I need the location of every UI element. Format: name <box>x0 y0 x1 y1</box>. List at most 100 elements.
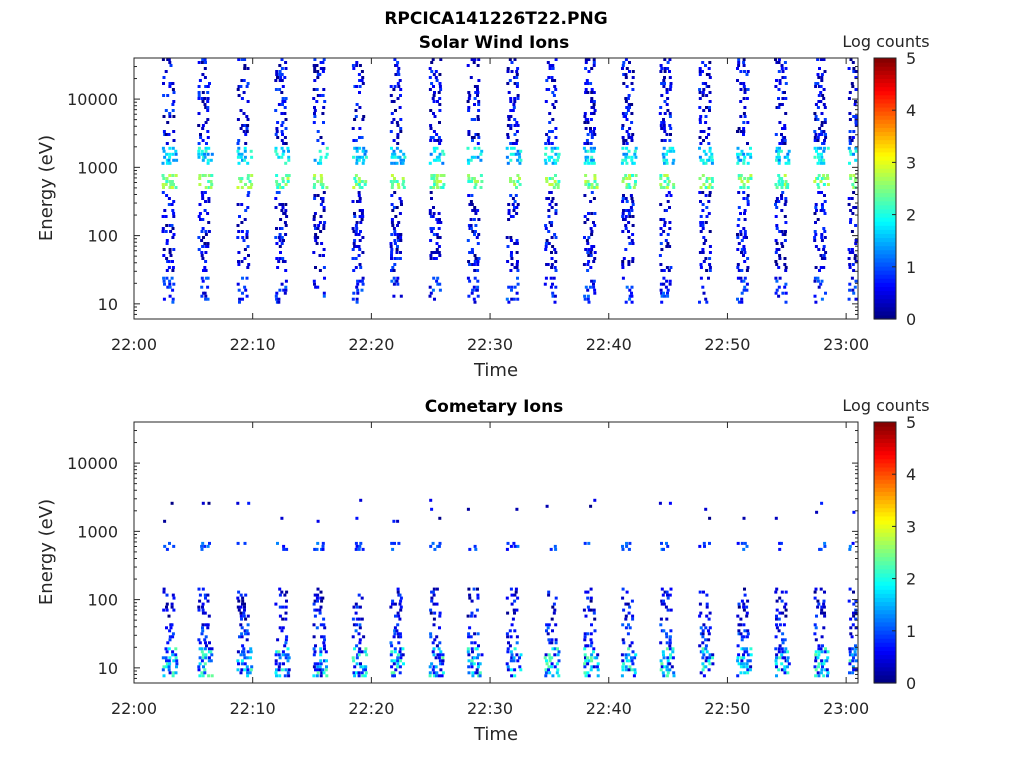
heatmap-cell <box>777 266 781 269</box>
heatmap-cell <box>590 233 594 236</box>
heatmap-cell <box>586 662 590 666</box>
heatmap-cell <box>625 541 628 545</box>
heatmap-cell <box>631 242 635 245</box>
heatmap-cell <box>395 248 399 251</box>
colorbar-segment <box>874 552 896 558</box>
colorbar-segment <box>874 70 896 75</box>
heatmap-cell <box>592 64 596 67</box>
heatmap-cell <box>625 200 629 203</box>
heatmap-cell <box>518 177 521 180</box>
heatmap-cell <box>165 161 169 165</box>
heatmap-cell <box>325 659 328 663</box>
heatmap-cell <box>662 656 666 660</box>
heatmap-cell <box>506 124 510 127</box>
heatmap-cell <box>854 70 858 73</box>
heatmap-cell <box>627 260 631 263</box>
heatmap-cell <box>473 180 477 183</box>
heatmap-cell <box>477 644 480 648</box>
heatmap-cell <box>749 177 753 180</box>
heatmap-cell <box>633 668 637 672</box>
heatmap-cell <box>389 180 393 183</box>
heatmap-cell <box>282 149 286 153</box>
heatmap-cell <box>282 142 286 145</box>
heatmap-cell <box>275 242 279 245</box>
heatmap-cell <box>666 656 670 660</box>
heatmap-cell <box>473 254 477 257</box>
heatmap-cell <box>587 260 591 263</box>
heatmap-cell <box>740 647 744 651</box>
heatmap-cell <box>432 158 436 162</box>
heatmap-cell <box>774 647 778 651</box>
heatmap-cell <box>590 88 594 91</box>
heatmap-cell <box>392 671 396 675</box>
heatmap-cell <box>201 605 204 609</box>
heatmap-cell <box>399 94 402 97</box>
heatmap-cell <box>551 103 555 106</box>
heatmap-cell <box>284 67 288 70</box>
colorbar-segment <box>874 98 896 104</box>
colorbar-segment <box>874 479 896 484</box>
heatmap-cell <box>699 626 703 630</box>
heatmap-cell <box>246 266 250 269</box>
heatmap-cell <box>243 158 247 162</box>
heatmap-cell <box>746 266 750 269</box>
heatmap-cell <box>820 605 824 609</box>
heatmap-cell <box>313 608 317 612</box>
heatmap-cell <box>164 133 168 136</box>
heatmap-cell <box>396 519 400 523</box>
heatmap-cell <box>280 124 284 127</box>
heatmap-cell <box>746 88 750 91</box>
heatmap-cell <box>592 161 596 165</box>
y-tick-label: 10000 <box>67 454 118 473</box>
heatmap-cell <box>352 291 356 295</box>
heatmap-cell <box>742 158 746 162</box>
heatmap-cell <box>668 635 672 639</box>
colorbar-segment <box>874 249 896 255</box>
heatmap-cell <box>743 233 747 236</box>
heatmap-cell <box>851 659 855 663</box>
heatmap-cell <box>275 180 279 183</box>
heatmap-cell <box>434 76 438 79</box>
heatmap-cell <box>708 269 712 272</box>
heatmap-cell <box>479 174 483 177</box>
heatmap-cell <box>470 180 473 183</box>
heatmap-cell <box>708 61 712 64</box>
heatmap-cell <box>780 139 784 142</box>
heatmap-cell <box>437 674 441 678</box>
heatmap-cell <box>512 146 516 150</box>
heatmap-cell <box>283 106 287 109</box>
heatmap-cell <box>556 146 560 150</box>
heatmap-cell <box>774 276 778 280</box>
heatmap-cell <box>628 177 632 180</box>
heatmap-cell <box>391 224 395 227</box>
heatmap-cell <box>203 76 207 79</box>
heatmap-cell <box>786 671 790 675</box>
heatmap-cell <box>849 58 853 61</box>
heatmap-cell <box>587 541 591 545</box>
heatmap-cell <box>596 668 600 672</box>
heatmap-cell <box>555 662 559 666</box>
heatmap-cell <box>509 100 513 103</box>
heatmap-cell <box>589 118 593 121</box>
heatmap-cell <box>816 656 820 660</box>
heatmap-cell <box>161 174 165 177</box>
heatmap-cell <box>162 248 166 251</box>
heatmap-cell <box>820 112 824 115</box>
heatmap-cell <box>589 599 593 603</box>
heatmap-cell <box>551 64 555 67</box>
heatmap-cell <box>204 233 208 236</box>
heatmap-cell <box>549 285 553 289</box>
heatmap-cell <box>774 215 778 218</box>
heatmap-cell <box>818 85 821 88</box>
heatmap-cell <box>358 215 362 218</box>
heatmap-cell <box>851 623 855 627</box>
heatmap-cell <box>316 285 320 289</box>
heatmap-cell <box>164 183 168 186</box>
heatmap-cell <box>736 224 740 227</box>
heatmap-cell <box>590 623 593 627</box>
heatmap-cell <box>596 653 600 657</box>
heatmap-cell <box>848 282 852 286</box>
heatmap-cell <box>848 653 852 657</box>
heatmap-cell <box>473 97 477 100</box>
heatmap-cell <box>671 161 675 165</box>
